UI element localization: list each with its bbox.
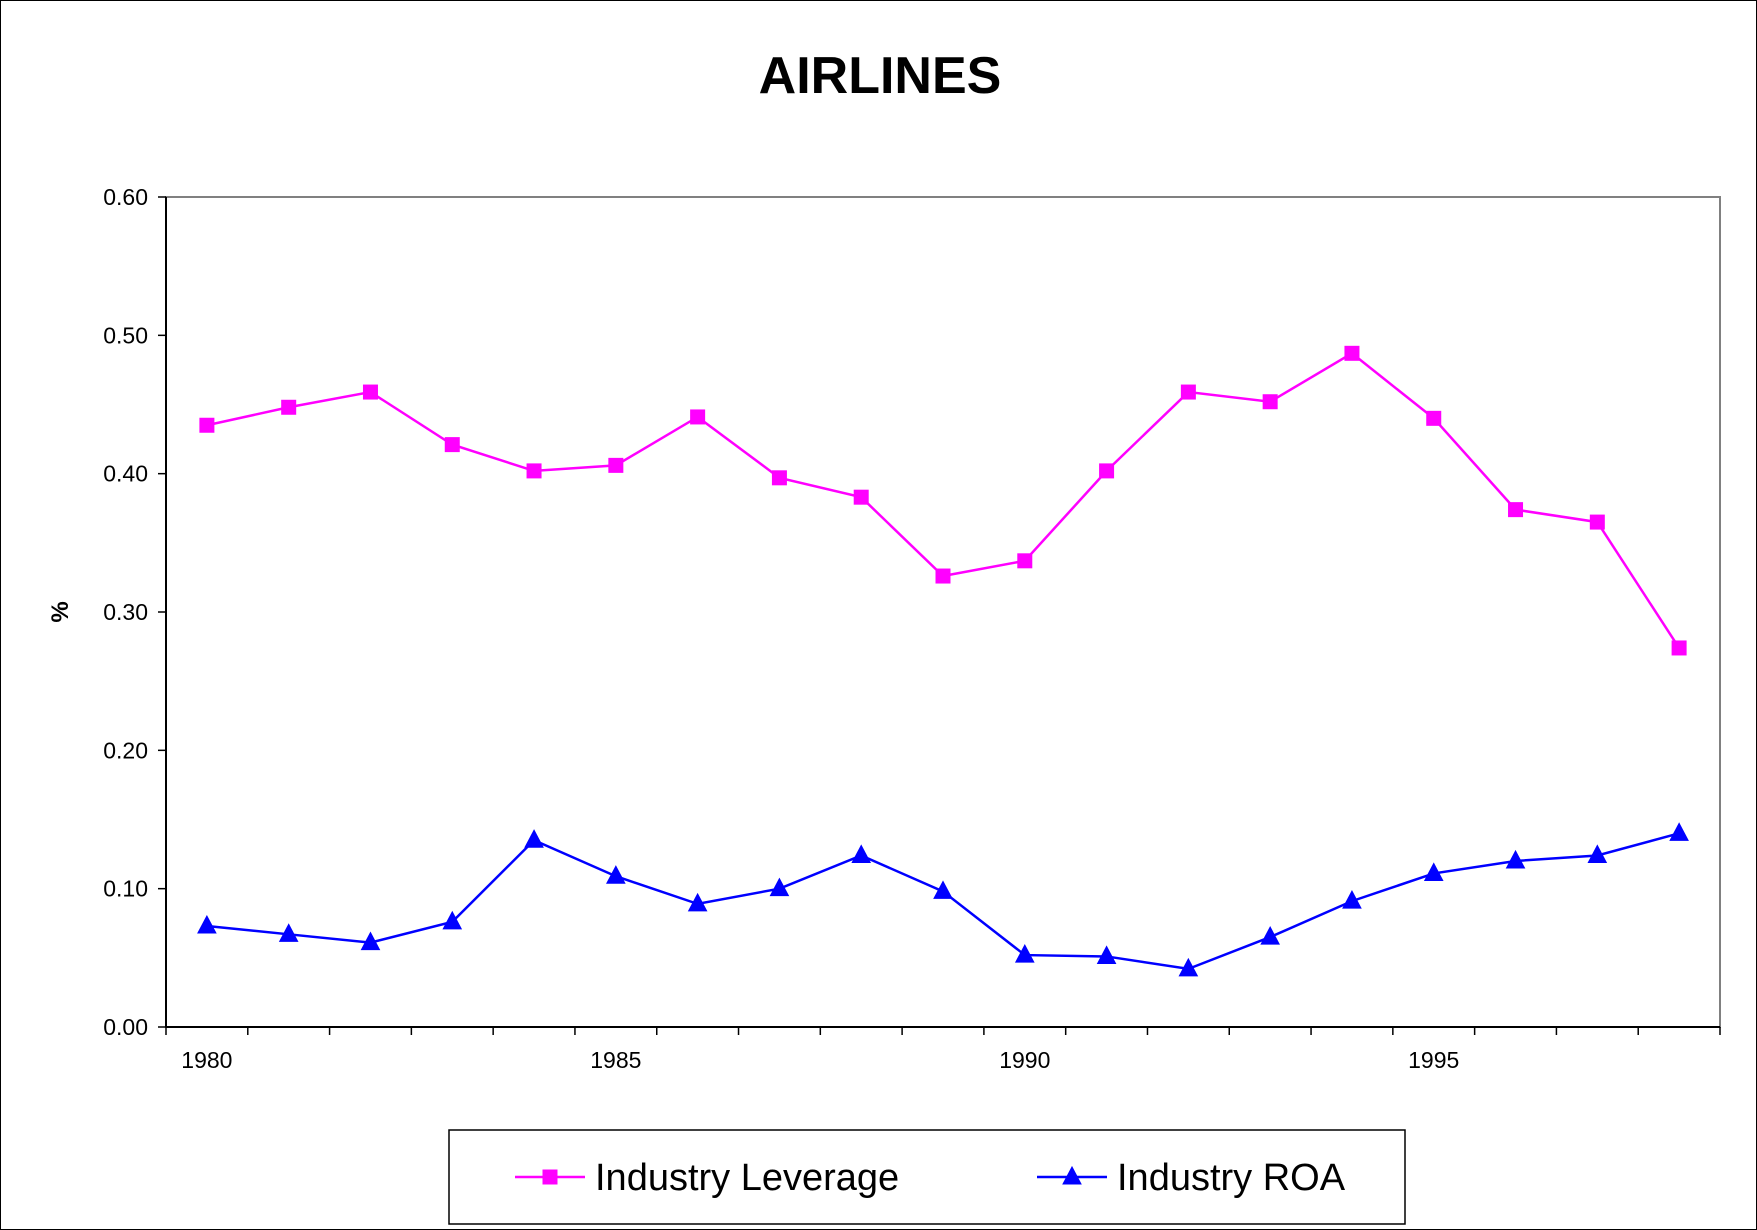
legend-item: Industry Leverage [515,1157,899,1199]
data-point [524,829,544,848]
data-point [1180,384,1196,400]
data-point [1096,945,1117,964]
data-point [197,914,217,934]
data-point [526,463,542,479]
x-tick-label: 1985 [590,1047,641,1073]
series-layer [197,345,1689,977]
chart-title: AIRLINES [759,47,1002,105]
data-point [1014,943,1035,963]
x-tick-label: 1980 [181,1047,232,1073]
y-tick-label: 0.40 [103,461,148,487]
axes: 0.00 0.10 0.20 0.30 0.40 0.50 0.60 1980 1985 1990… [103,184,1721,1073]
data-point [1589,514,1605,530]
data-point [853,489,869,505]
data-point [608,457,624,473]
data-point [1344,345,1360,361]
data-point [606,865,626,884]
legend-label: Industry Leverage [595,1157,899,1199]
legend [448,1129,1406,1225]
data-point [278,923,299,942]
data-point [1671,640,1687,656]
data-point [935,568,951,584]
data-point [362,384,378,400]
legend-square-marker [542,1169,558,1185]
x-tick-label: 1995 [1408,1047,1459,1073]
data-point [687,892,708,912]
data-point [1423,862,1444,881]
data-point [1508,502,1524,518]
data-point [1505,849,1526,869]
legend-items: Industry Leverage Industry ROA [515,1157,1346,1199]
data-point [281,399,297,415]
y-tick-label: 0.30 [103,599,148,625]
data-point [1587,844,1608,863]
data-point [1178,957,1199,977]
series-leverage [199,345,1687,656]
data-point [690,409,706,425]
data-point [1099,463,1115,479]
data-point [771,470,787,486]
data-point [1342,890,1362,909]
y-tick-label: 0.50 [103,322,148,348]
data-point [769,877,790,897]
plot-area [165,196,1721,1028]
data-point [360,931,381,951]
data-point [442,910,463,930]
y-axis-label: % [47,601,74,622]
x-tick-label: 1990 [999,1047,1050,1073]
data-point [199,417,215,433]
y-tick-label: 0.10 [103,876,148,902]
series-roa [197,822,1689,977]
data-point [1669,822,1689,841]
legend-item: Industry ROA [1037,1157,1346,1199]
data-point [1262,394,1278,410]
data-point [851,844,872,863]
data-point [1260,926,1280,945]
legend-label: Industry ROA [1117,1157,1346,1199]
data-point [933,880,953,899]
y-tick-label: 0.60 [103,184,148,210]
data-point [1017,553,1033,569]
y-tick-label: 0.20 [103,737,148,763]
y-tick-label: 0.00 [103,1014,148,1040]
legend-triangle-marker [1062,1165,1082,1185]
data-point [1426,410,1442,426]
data-point [444,437,460,453]
